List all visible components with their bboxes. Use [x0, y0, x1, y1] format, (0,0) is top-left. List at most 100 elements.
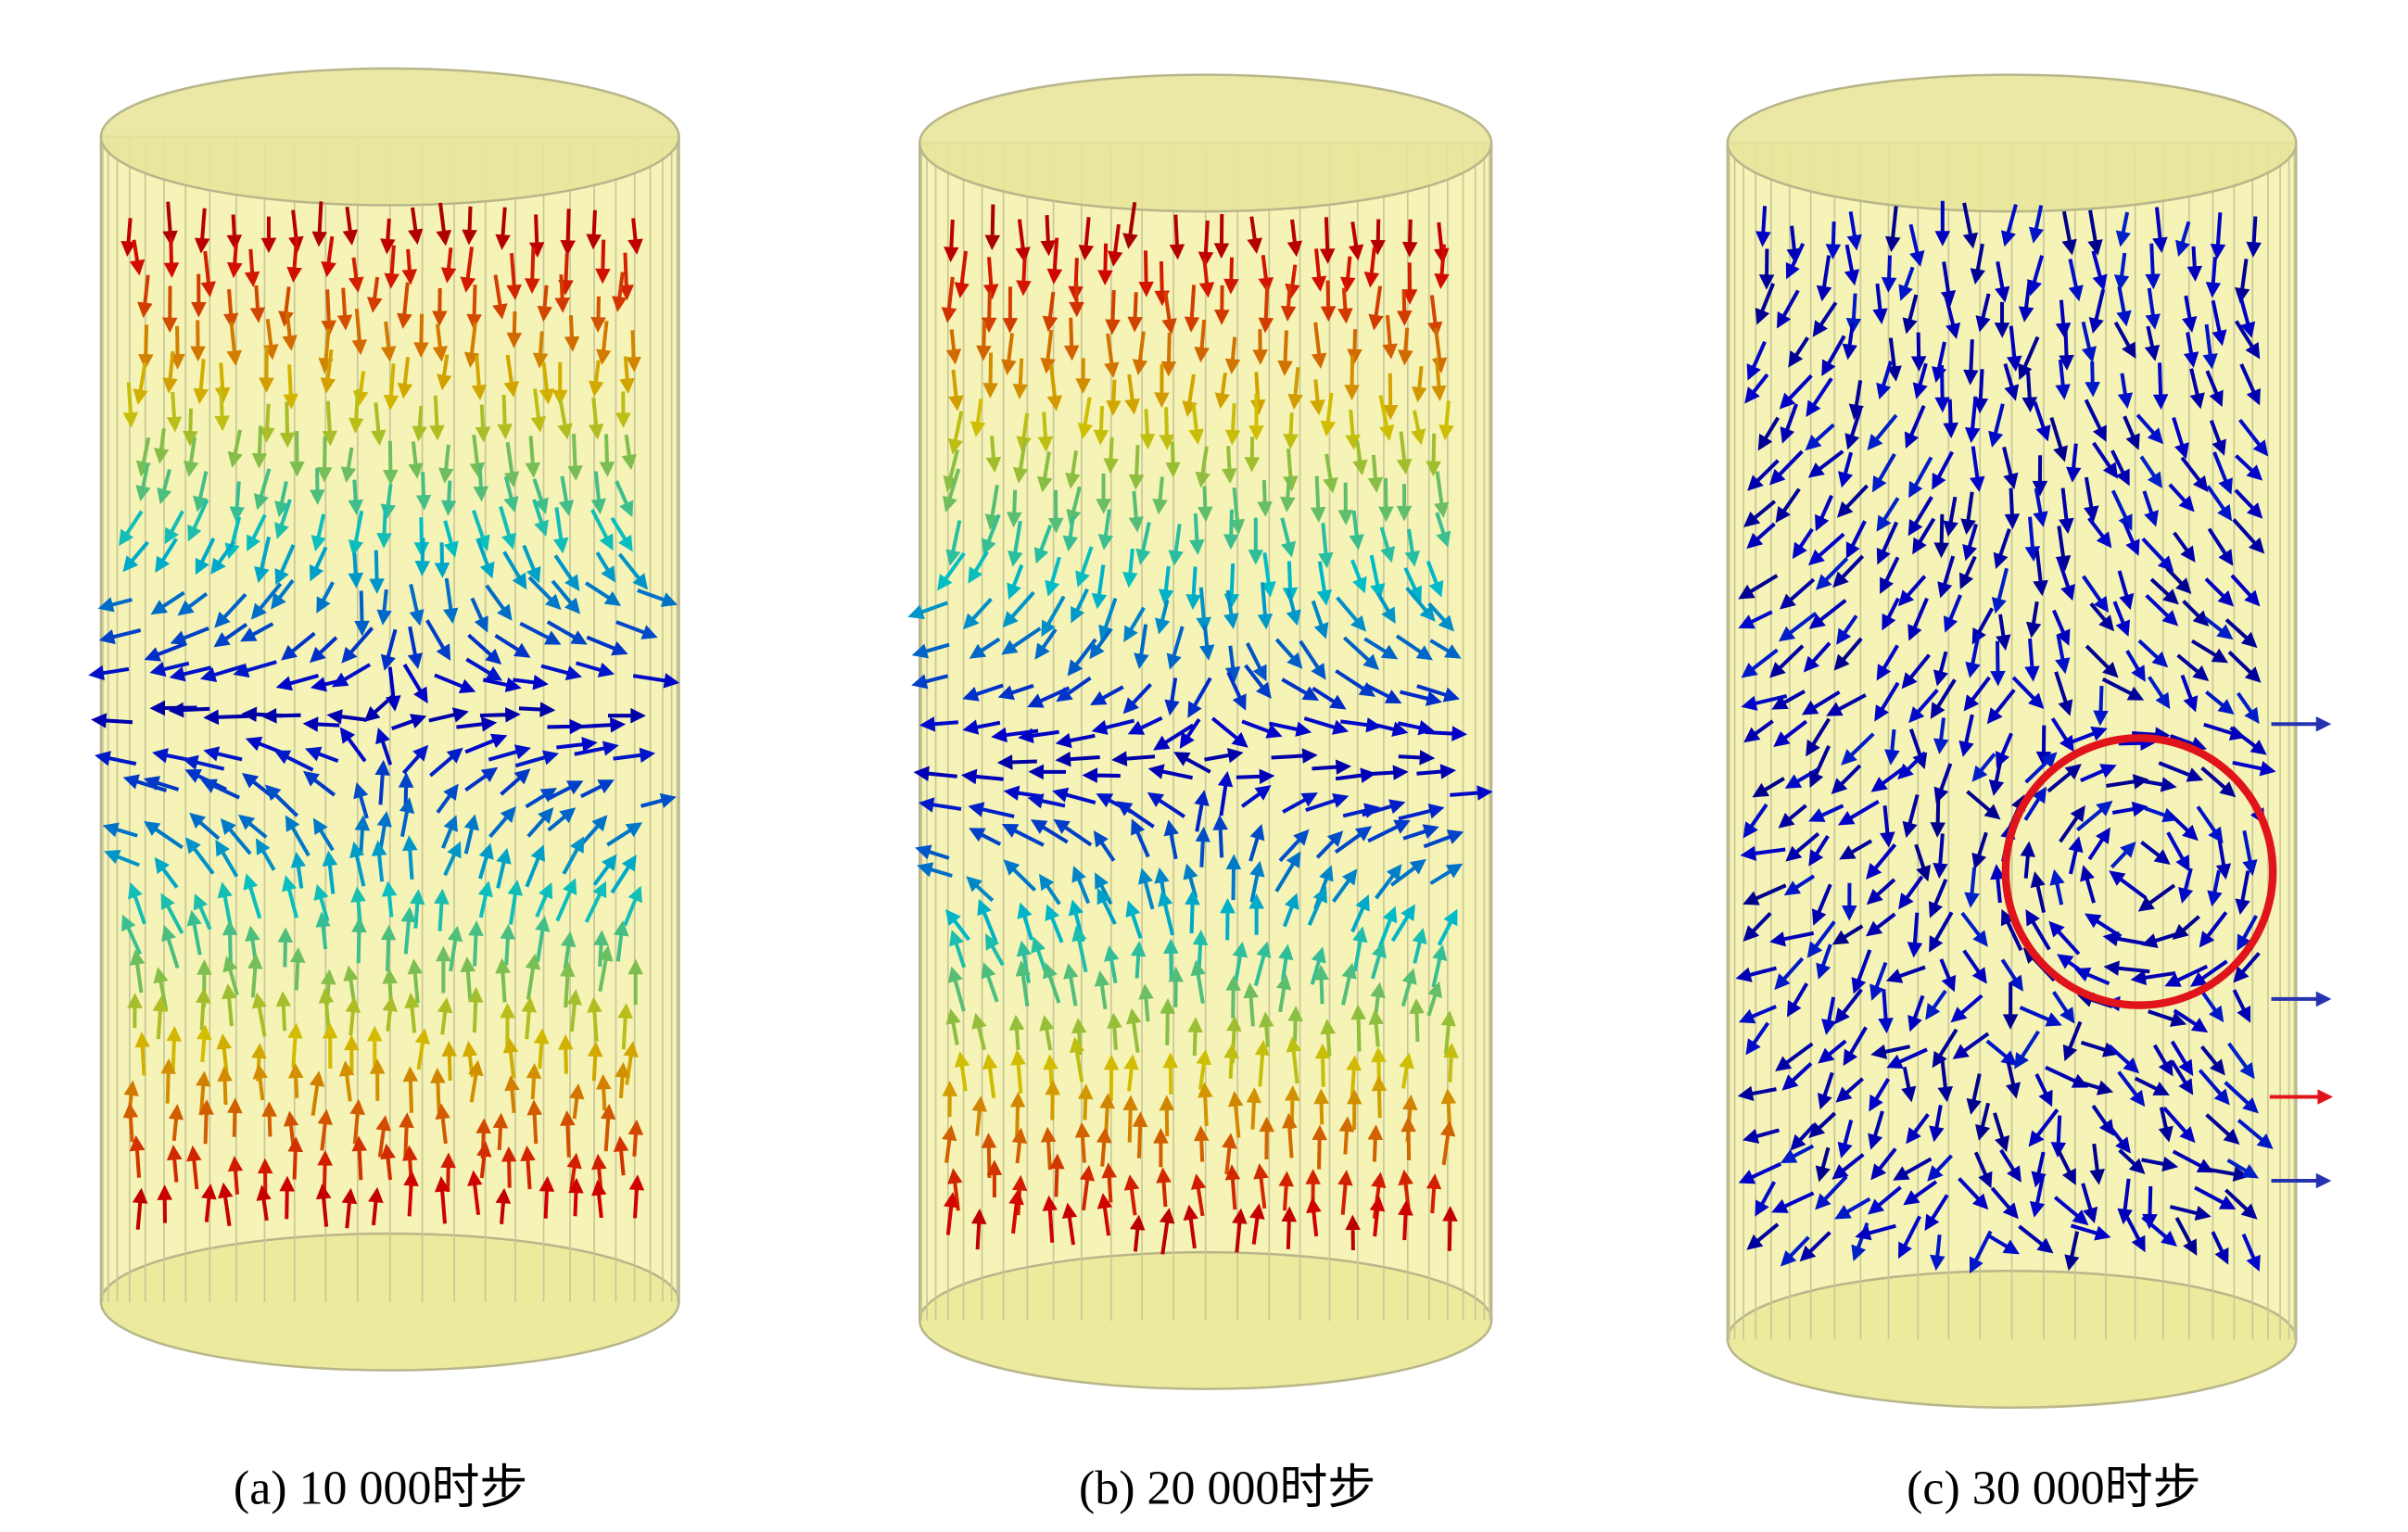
vector-arrow [2020, 841, 2035, 879]
vector-arrow [177, 592, 209, 616]
vector-arrow [402, 835, 418, 880]
vector-arrow [1924, 1194, 1949, 1232]
vector-arrow [1950, 994, 1983, 1023]
vector-arrow [2137, 639, 2169, 668]
vector-arrow [579, 779, 615, 799]
vector-arrow [2205, 370, 2224, 408]
vector-arrow [380, 218, 396, 255]
vector-arrow [2144, 325, 2161, 361]
vector-arrow [240, 622, 274, 642]
vector-arrow [1132, 331, 1148, 375]
vector-arrow [1934, 200, 1951, 247]
vector-arrow [2183, 332, 2199, 368]
vector-arrow [1222, 446, 1237, 485]
vector-arrow [2148, 1009, 2187, 1027]
vector-arrow [1001, 823, 1045, 847]
vector-arrow [991, 727, 1039, 743]
vector-arrow [1038, 873, 1061, 905]
vector-arrow [1371, 1075, 1388, 1119]
vector-arrow [981, 291, 997, 334]
vector-arrow [2210, 212, 2226, 260]
vector-arrow [441, 1041, 458, 1081]
vector-arrow [2024, 752, 2058, 784]
vector-arrow [1037, 411, 1054, 452]
vector-arrow [282, 311, 298, 351]
vector-arrow [586, 635, 628, 656]
vector-arrow [1160, 997, 1176, 1045]
vector-arrow [1398, 750, 1436, 766]
vector-arrow [2224, 618, 2258, 649]
vector-arrow [575, 661, 615, 677]
vector-arrow [132, 1187, 148, 1230]
vector-arrow [1147, 791, 1185, 818]
vector-arrow [2224, 1188, 2258, 1220]
vector-arrow [1244, 664, 1272, 699]
vector-arrow [163, 236, 180, 278]
vector-arrow [1744, 373, 1769, 404]
caption: (c) 30 000时步 [1907, 1462, 2200, 1515]
vector-arrow [102, 822, 138, 838]
vector-arrow [2169, 1205, 2212, 1221]
vector-arrow [1886, 337, 1902, 382]
vector-arrow [526, 1099, 542, 1145]
vector-arrow [1306, 1196, 1322, 1237]
vector-arrow [1869, 961, 1888, 1001]
vector-arrow [2209, 420, 2226, 456]
vector-arrow [2170, 1059, 2194, 1095]
vector-arrow [283, 364, 298, 410]
vector-arrow [557, 398, 573, 440]
vector-arrow [1880, 556, 1900, 594]
vector-arrow [2234, 320, 2261, 360]
vector-arrow [1041, 595, 1066, 638]
vector-arrow [1036, 451, 1053, 493]
vector-arrow [2130, 969, 2176, 986]
vector-arrow [619, 356, 635, 394]
vector-arrow [2271, 991, 2332, 1007]
vector-arrow [1089, 627, 1113, 660]
vector-arrow [1166, 626, 1185, 670]
vector-arrow [943, 468, 961, 513]
vector-arrow [1185, 566, 1201, 610]
vector-arrow [521, 996, 537, 1040]
vector-arrow [1281, 677, 1320, 702]
vector-arrow [273, 750, 314, 772]
vector-arrow [1416, 764, 1457, 779]
vector-arrow [560, 1109, 576, 1158]
vector-arrow [1012, 438, 1029, 484]
vector-arrow [1017, 902, 1033, 941]
vector-arrow [1775, 1042, 1814, 1072]
vector-arrow [1159, 407, 1175, 450]
vector-arrow [468, 920, 484, 967]
vector-arrow [88, 665, 130, 681]
vector-arrow [1779, 374, 1813, 410]
vector-arrow [1249, 860, 1265, 903]
vector-arrow [1841, 882, 1857, 921]
vector-arrow [1933, 717, 1949, 754]
vector-arrow [2165, 566, 2192, 595]
vector-arrow [1094, 970, 1110, 1010]
vector-arrow [1337, 1170, 1353, 1215]
vector-arrow [277, 927, 294, 968]
vector-arrow [1781, 1062, 1813, 1091]
vector-arrow [945, 329, 962, 365]
vector-arrow [2136, 777, 2177, 792]
vector-arrow [154, 856, 179, 889]
vector-arrow [1929, 1105, 1945, 1143]
vector-arrow [547, 807, 577, 832]
vector-arrow [1377, 905, 1398, 949]
vector-arrow [443, 520, 459, 558]
vector-arrow [1912, 517, 1936, 555]
vector-arrow [937, 551, 966, 591]
vector-arrow [945, 908, 971, 942]
vector-arrow [1107, 223, 1123, 267]
vector-arrow [2054, 671, 2073, 716]
vector-arrow [1831, 1153, 1865, 1180]
vector-arrow [1792, 527, 1814, 560]
vector-arrow [161, 925, 180, 969]
vector-arrow [2070, 1223, 2111, 1241]
vector-arrow [1348, 222, 1364, 261]
vector-arrow [2117, 570, 2135, 611]
vector-arrow [1933, 763, 1953, 804]
vector-arrow [336, 287, 353, 331]
vector-arrow [970, 398, 986, 437]
